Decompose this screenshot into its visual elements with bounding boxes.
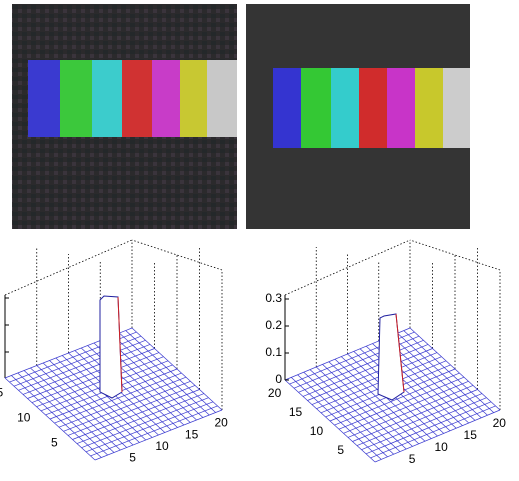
y-tick-label: 10 (17, 410, 31, 424)
box-edge (132, 240, 222, 270)
box-edge (410, 240, 500, 270)
mesh-line (126, 331, 216, 413)
y-tick-label: 15 (289, 405, 303, 419)
figure: 5101520510155101520510152000.10.20.3 (0, 0, 519, 481)
z-tick-label: 0.2 (265, 318, 282, 332)
x-tick-label: 20 (493, 416, 507, 430)
page: 5101520510155101520510152000.10.20.3 (()… (0, 0, 519, 481)
y-tick-label: 5 (337, 443, 344, 457)
x-tick-label: 15 (464, 428, 478, 442)
x-tick-label: 5 (409, 452, 416, 466)
z-tick-label: 0 (275, 372, 282, 386)
x-tick-label: 20 (214, 416, 228, 430)
x-tick-label: 5 (129, 451, 136, 465)
x-tick-label: 10 (434, 440, 448, 454)
noisy-image (12, 4, 237, 229)
y-tick-label: 10 (310, 424, 324, 438)
mesh-line (404, 331, 494, 413)
z-tick-label: 0.3 (265, 291, 282, 305)
x-tick-label: 15 (185, 427, 199, 441)
mesh-plots: 5101520510155101520510152000.10.20.3 (0, 240, 506, 466)
x-tick-label: 10 (155, 439, 169, 453)
denoised-image (246, 4, 470, 229)
y-tick-label: 5 (51, 435, 58, 449)
y-tick-label: 15 (0, 386, 3, 400)
mesh-line (398, 333, 488, 415)
mesh-line (119, 333, 209, 415)
z-tick-label: 0.1 (265, 345, 282, 359)
y-tick-label: 20 (268, 386, 282, 400)
